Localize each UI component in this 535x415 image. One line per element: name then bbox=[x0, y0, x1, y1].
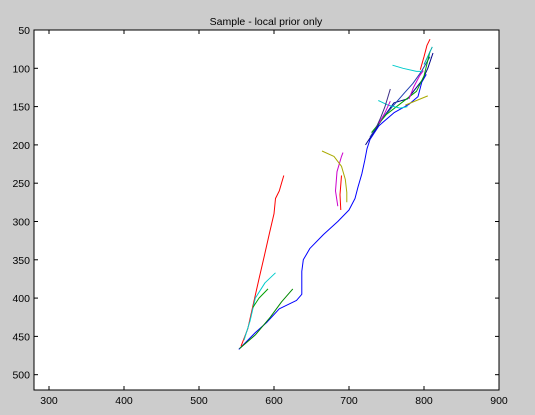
x-axis: 300 400 500 600 700 800 900 bbox=[40, 30, 508, 407]
series-line bbox=[238, 74, 427, 350]
y-tick-label: 450 bbox=[12, 331, 30, 343]
y-tick-label: 350 bbox=[12, 255, 30, 267]
series-line bbox=[335, 152, 344, 207]
y-tick-label: 50 bbox=[18, 25, 30, 37]
x-tick-label: 700 bbox=[340, 395, 358, 407]
x-tick-label: 900 bbox=[490, 395, 508, 407]
y-tick-label: 250 bbox=[12, 178, 30, 190]
chart-title: Sample - local prior only bbox=[210, 16, 323, 28]
x-tick-label: 500 bbox=[190, 395, 208, 407]
series-line bbox=[239, 288, 294, 349]
x-tick-label: 800 bbox=[415, 395, 433, 407]
series-line bbox=[392, 64, 423, 72]
series-line bbox=[339, 175, 342, 211]
series-line bbox=[243, 272, 276, 341]
series-line bbox=[321, 150, 348, 203]
series-line bbox=[375, 88, 391, 129]
y-tick-label: 150 bbox=[12, 102, 30, 114]
series-line bbox=[378, 100, 391, 124]
y-tick-label: 100 bbox=[12, 63, 30, 75]
x-tick-label: 300 bbox=[40, 395, 58, 407]
y-tick-label: 300 bbox=[12, 216, 30, 228]
y-tick-label: 400 bbox=[12, 293, 30, 305]
series-line bbox=[365, 52, 434, 146]
x-tick-label: 600 bbox=[265, 395, 283, 407]
series-layer bbox=[238, 38, 434, 350]
series-line bbox=[405, 95, 428, 106]
series-line bbox=[419, 38, 431, 70]
series-line bbox=[240, 175, 285, 347]
series-line bbox=[423, 46, 433, 65]
y-tick-label: 500 bbox=[12, 370, 30, 382]
x-tick-label: 400 bbox=[115, 395, 133, 407]
y-tick-label: 200 bbox=[12, 140, 30, 152]
plot-area bbox=[33, 29, 500, 391]
series-line bbox=[408, 70, 424, 100]
y-axis: 50 100 150 200 250 300 350 400 450 500 bbox=[12, 25, 499, 382]
series-line bbox=[378, 100, 408, 109]
series-line bbox=[371, 51, 431, 133]
series-line bbox=[252, 288, 269, 308]
